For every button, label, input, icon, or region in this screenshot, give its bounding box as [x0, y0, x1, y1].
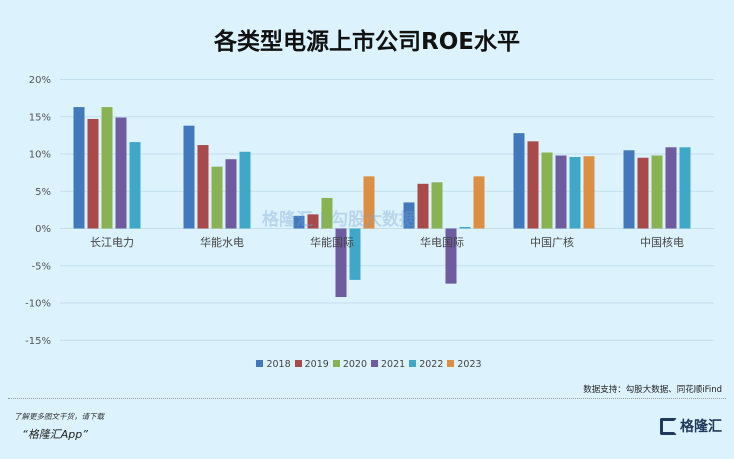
logo-text: 格隆汇: [680, 419, 722, 435]
y-tick-label: 0%: [35, 224, 51, 235]
bar-2018: [513, 133, 525, 229]
legend-label: 2021: [381, 359, 406, 370]
chart-title: 各类型电源上市公司ROE水平: [214, 29, 520, 55]
bar-2021: [115, 117, 127, 229]
legend-swatch: [332, 360, 340, 367]
bar-2018: [293, 215, 305, 229]
legend-swatch: [256, 360, 264, 367]
bar-2022: [239, 151, 251, 229]
bar-2022: [129, 142, 141, 229]
legend-swatch: [409, 360, 417, 367]
divider: [8, 398, 726, 399]
legend-swatch: [294, 360, 302, 367]
watermark: 格隆汇 | 勾股大数据: [262, 210, 417, 230]
bar-2020: [431, 182, 443, 229]
bar-2021: [335, 228, 347, 298]
bar-2019: [637, 157, 649, 229]
legend-swatch: [447, 360, 455, 367]
bar-2022: [349, 228, 361, 280]
y-tick-label: 20%: [29, 75, 51, 86]
source-note: 数据支持：勾股大数据、同花顺iFind: [583, 385, 722, 395]
legend-label: 2018: [266, 359, 291, 370]
x-tick-label: 中国核电: [640, 235, 684, 249]
bar-2021: [445, 228, 457, 284]
y-tick-label: 5%: [35, 187, 51, 198]
bar-2018: [623, 150, 635, 229]
bar-2023: [473, 176, 485, 229]
bar-2019: [87, 118, 99, 229]
bar-2018: [73, 107, 85, 229]
bar-2020: [101, 107, 113, 229]
bar-2021: [555, 155, 567, 229]
bar-2018: [403, 202, 415, 229]
legend-label: 2022: [419, 359, 444, 370]
bar-2021: [225, 159, 237, 229]
legend-label: 2023: [457, 359, 482, 370]
legend: 2018 2019 2020 2021 2022 2023: [0, 359, 734, 370]
x-tick-label: 华能国际: [310, 235, 354, 249]
y-tick-label: -10%: [25, 299, 51, 310]
bar-2020: [541, 152, 553, 229]
x-tick-label: 华电国际: [420, 235, 464, 249]
legend-label: 2019: [304, 359, 329, 370]
logo: 格隆汇: [660, 416, 722, 436]
bar-2019: [417, 183, 429, 229]
bar-2019: [307, 214, 319, 229]
y-tick-label: 15%: [29, 112, 51, 123]
bar-2019: [197, 145, 209, 229]
x-tick-label: 长江电力: [90, 236, 134, 249]
bar-2020: [651, 155, 663, 229]
footer-note: 了解更多图文干货，请下载: [14, 412, 104, 421]
bar-2018: [183, 125, 195, 229]
bar-2022: [459, 227, 471, 229]
legend-label: 2020: [342, 359, 367, 370]
bar-2021: [665, 147, 677, 229]
y-tick-label: -5%: [32, 261, 51, 272]
bar-2023: [583, 156, 595, 229]
bar-2022: [569, 156, 581, 229]
bar-2020: [321, 197, 333, 229]
y-tick-label: -15%: [25, 336, 51, 347]
bar-2023: [363, 176, 375, 229]
x-tick-label: 华能水电: [200, 235, 244, 249]
bar-2020: [211, 166, 223, 229]
bar-2019: [527, 141, 539, 229]
legend-swatch: [371, 360, 378, 367]
bar-2022: [679, 147, 691, 229]
app-name: “格隆汇App”: [22, 428, 88, 441]
logo-g-icon: [660, 417, 677, 435]
y-tick-label: 10%: [29, 150, 51, 161]
x-tick-label: 中国广核: [530, 235, 574, 249]
